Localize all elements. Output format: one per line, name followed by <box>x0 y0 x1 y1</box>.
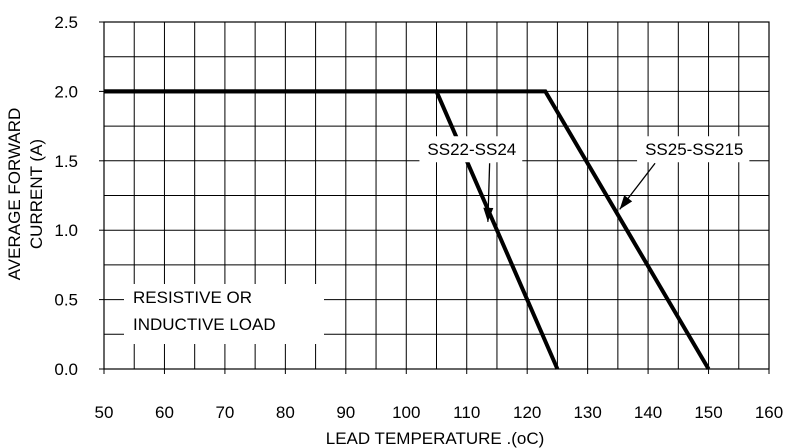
y-axis-title: AVERAGE FORWARD CURRENT (A) <box>5 108 46 281</box>
series-line-2 <box>104 89 711 371</box>
x-tick-label: 50 <box>95 403 114 422</box>
annotation-label-1: SS22-SS24 <box>427 140 516 159</box>
x-tick-label: 150 <box>694 403 722 422</box>
load-note-line-2: INDUCTIVE LOAD <box>133 315 276 334</box>
x-axis-ticks: 50 60 70 80 90 100 110 120 130 140 150 160 <box>95 369 783 422</box>
x-tick-label: 130 <box>573 403 601 422</box>
annotation-label-2: SS25-SS215 <box>645 140 743 159</box>
x-tick-label: 70 <box>215 403 234 422</box>
load-note-line-1: RESISTIVE OR <box>133 288 252 307</box>
load-note: RESISTIVE OR INDUCTIVE LOAD <box>124 284 324 344</box>
x-tick-label: 140 <box>634 403 662 422</box>
annotation-label-background <box>637 136 750 163</box>
annotations: SS22-SS24 SS25-SS215 <box>419 136 750 222</box>
x-tick-label: 120 <box>513 403 541 422</box>
y-axis-title-line-2: CURRENT (A) <box>27 139 46 249</box>
x-tick-label: 90 <box>336 403 355 422</box>
annotation-arrowhead-1 <box>483 207 494 222</box>
y-tick-label: 2.0 <box>54 82 78 101</box>
y-tick-label: 0.5 <box>54 291 78 310</box>
x-tick-label: 100 <box>392 403 420 422</box>
load-note-background <box>124 284 324 344</box>
plot-border <box>103 21 770 370</box>
x-tick-label: 80 <box>276 403 295 422</box>
y-tick-label: 1.0 <box>54 221 78 240</box>
y-tick-label: 2.5 <box>54 13 78 32</box>
y-tick-label: 1.5 <box>54 152 78 171</box>
plot-frame <box>103 21 770 370</box>
x-tick-label: 60 <box>155 403 174 422</box>
series <box>104 89 711 371</box>
y-axis-title-line-1: AVERAGE FORWARD <box>5 108 24 281</box>
grid <box>104 22 769 369</box>
annotation-label-background <box>419 136 523 163</box>
x-tick-label: 110 <box>453 403 480 422</box>
annotation-arrowhead-2 <box>619 195 633 210</box>
y-axis-ticks: 0.0 0.5 1.0 1.5 2.0 2.5 <box>54 13 104 379</box>
y-tick-label: 0.0 <box>54 360 78 379</box>
x-axis-title: LEAD TEMPERATURE .(oC) <box>326 429 545 448</box>
x-tick-label: 160 <box>755 403 783 422</box>
